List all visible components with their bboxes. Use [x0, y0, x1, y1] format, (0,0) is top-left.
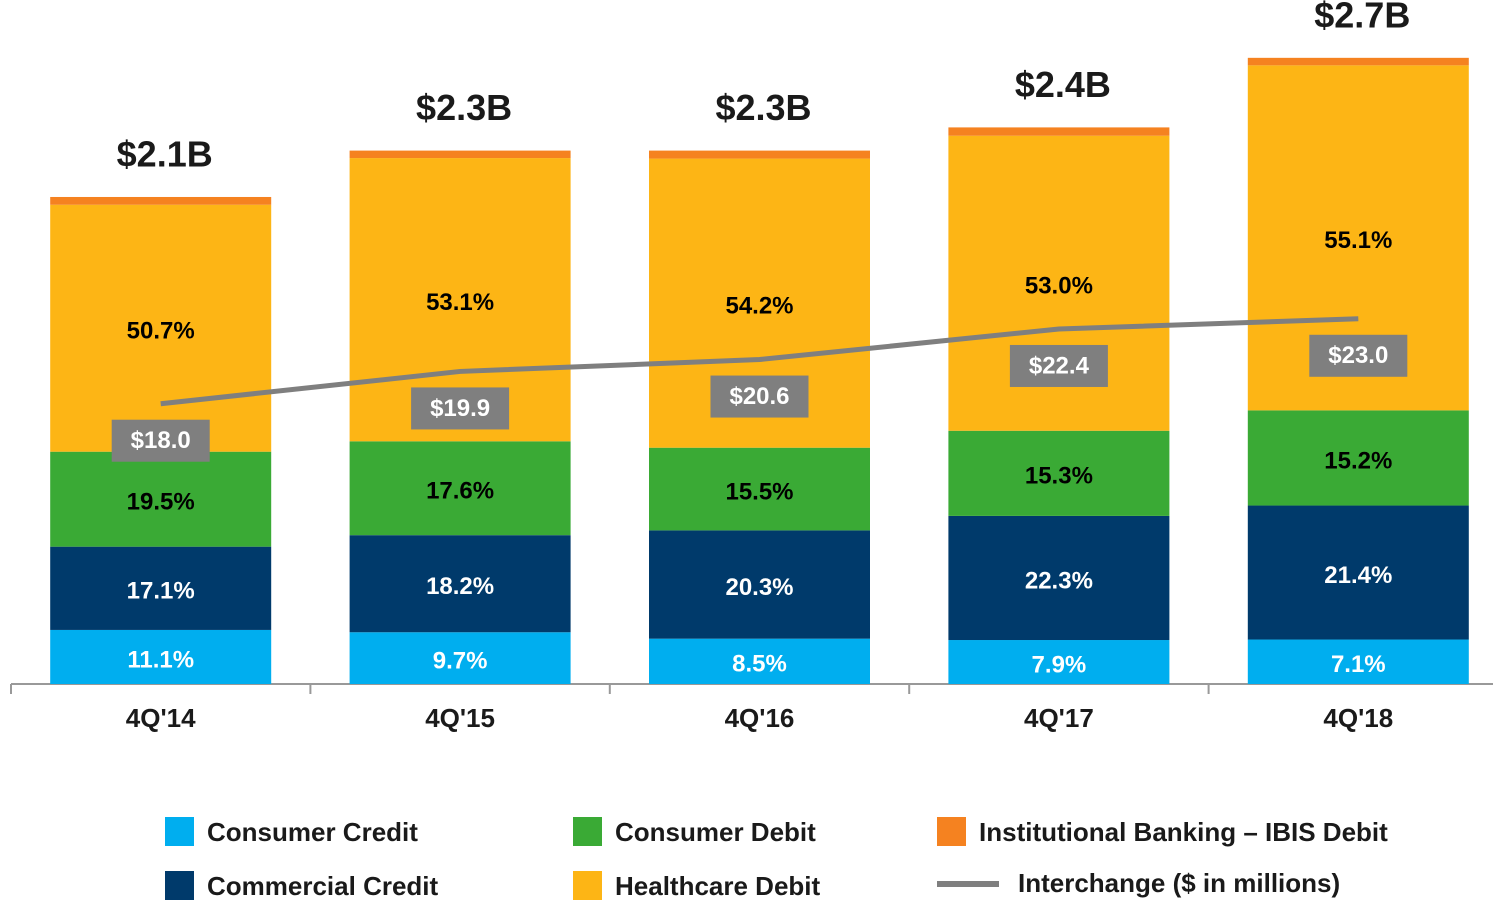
segment-label: 20.3%	[725, 574, 793, 601]
bar-segment	[50, 451, 272, 547]
bar-segment	[948, 640, 1170, 684]
total-label: $2.3B	[416, 87, 512, 128]
bar-segment	[50, 629, 272, 684]
x-tick-label: 4Q'15	[425, 703, 495, 733]
segment-label: 7.1%	[1331, 651, 1386, 678]
x-tick-label: 4Q'16	[725, 703, 795, 733]
line-label-box	[710, 375, 809, 418]
bar-segment	[649, 150, 870, 159]
segment-label: 8.5%	[732, 651, 787, 678]
segment-label: 53.0%	[1025, 273, 1093, 300]
bar-segment	[649, 530, 870, 639]
bar-segment	[50, 196, 272, 205]
segment-label: 9.7%	[433, 647, 488, 674]
segment-label: 50.7%	[127, 318, 195, 345]
bar-segment	[649, 447, 870, 531]
bar-segment	[1247, 505, 1469, 640]
segment-label: 22.3%	[1025, 567, 1093, 594]
segment-label: 55.1%	[1324, 227, 1392, 254]
segment-label: 11.1%	[127, 646, 194, 673]
total-label: $2.1B	[117, 133, 213, 174]
line-label-box	[1009, 344, 1108, 387]
total-label: $2.7B	[1314, 0, 1410, 35]
legend-label: Institutional Banking – IBIS Debit	[979, 817, 1388, 847]
legend-swatch	[165, 871, 194, 900]
legend-label: Consumer Debit	[615, 817, 816, 847]
bar-segment	[349, 535, 571, 633]
segment-label: 17.1%	[127, 578, 195, 605]
bar-segment	[50, 546, 272, 630]
bar-segment	[1247, 410, 1469, 506]
line-label-box	[1309, 334, 1408, 377]
legend-swatch	[573, 817, 602, 846]
total-label: $2.4B	[1015, 64, 1111, 105]
line-label: $22.4	[1029, 352, 1090, 379]
bar-segment	[349, 150, 571, 159]
bar-segment	[948, 127, 1170, 136]
line-label: $20.6	[729, 383, 789, 410]
total-label: $2.3B	[715, 87, 811, 128]
bar-segment	[1247, 57, 1469, 66]
segment-label: 21.4%	[1324, 562, 1392, 589]
segment-label: 53.1%	[426, 289, 494, 316]
bar-segment	[948, 430, 1170, 516]
x-tick-label: 4Q'18	[1323, 703, 1393, 733]
segment-label: 54.2%	[725, 292, 793, 319]
x-tick-label: 4Q'14	[126, 703, 196, 733]
line	[160, 316, 1359, 407]
segment-label: 15.5%	[725, 478, 793, 505]
legend-swatch	[937, 817, 966, 846]
bar-segment	[349, 441, 571, 536]
legend-swatch	[165, 817, 194, 846]
legend-label: Interchange ($ in millions)	[1018, 868, 1340, 898]
segment-label: 18.2%	[426, 573, 494, 600]
legend-label: Healthcare Debit	[615, 871, 821, 901]
line-label: $19.9	[430, 395, 490, 422]
legend-label: Consumer Credit	[207, 817, 418, 847]
segment-label: 7.9%	[1032, 651, 1087, 678]
bar-segment	[1247, 639, 1469, 684]
bar-segment	[349, 632, 571, 684]
bar-segment	[50, 204, 272, 452]
legend-swatch	[573, 871, 602, 900]
bar-segment	[948, 515, 1170, 641]
bar-segment	[649, 638, 870, 684]
segment-label: 19.5%	[127, 489, 195, 516]
x-tick-label: 4Q'17	[1024, 703, 1094, 733]
segment-label: 17.6%	[426, 478, 494, 505]
line-label-box	[111, 419, 210, 462]
segment-label: 15.2%	[1324, 447, 1392, 474]
segment-label: 15.3%	[1025, 463, 1093, 490]
legend-label: Commercial Credit	[207, 871, 439, 901]
line-label: $18.0	[131, 427, 191, 454]
line-label-box	[411, 387, 510, 430]
line-label: $23.0	[1328, 342, 1388, 369]
